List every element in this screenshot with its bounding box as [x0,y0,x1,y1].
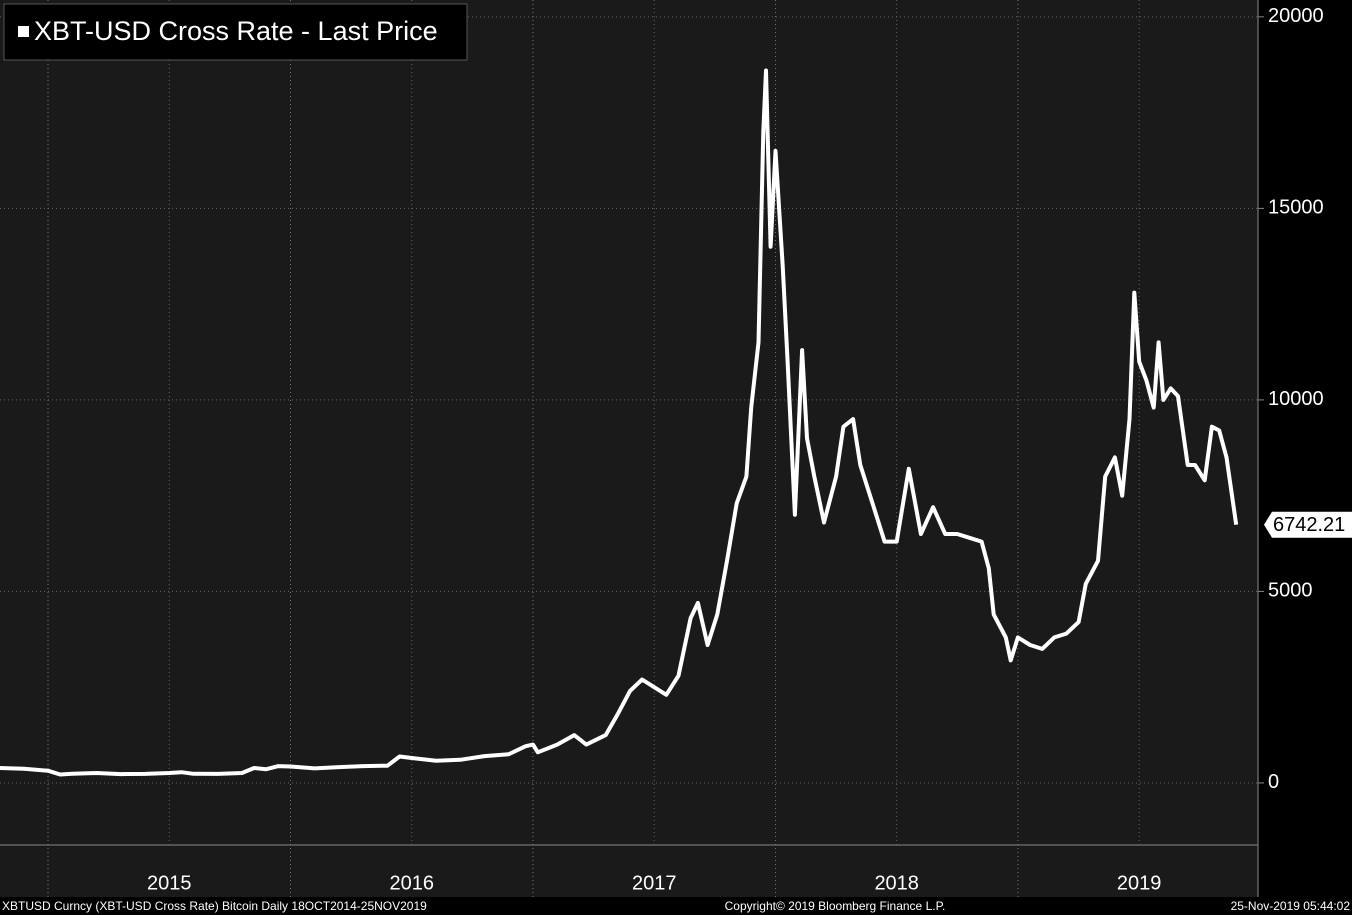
legend-swatch [18,26,29,37]
y-tick-label: 15000 [1268,197,1324,219]
footer-left: XBTUSD Curncy (XBT-USD Cross Rate) Bitco… [2,899,427,913]
x-tick-label: 2016 [389,872,434,894]
legend [3,3,468,61]
price-line [0,68,1239,777]
y-tick-label: 5000 [1268,580,1313,602]
grid [0,0,1258,897]
x-tick-label: 2019 [1117,872,1162,894]
last-price-label: 6742.21 [1273,514,1345,536]
x-tick-label: 2015 [147,872,192,894]
plot [0,68,1239,777]
plot-area [0,0,1258,845]
x-tick-label: 2018 [874,872,919,894]
x-axis-area [0,845,1258,897]
footer-right: 25-Nov-2019 05:44:02 [1231,899,1351,913]
footer-center: Copyright© 2019 Bloomberg Finance L.P. [725,899,946,913]
x-tick-label: 2017 [632,872,677,894]
y-tick-label: 10000 [1268,388,1324,410]
legend-label: XBT-USD Cross Rate - Last Price [34,16,438,46]
y-tick-label: 20000 [1268,5,1324,27]
last-price-tag [1264,511,1352,538]
y-tick-label: 0 [1268,771,1279,793]
